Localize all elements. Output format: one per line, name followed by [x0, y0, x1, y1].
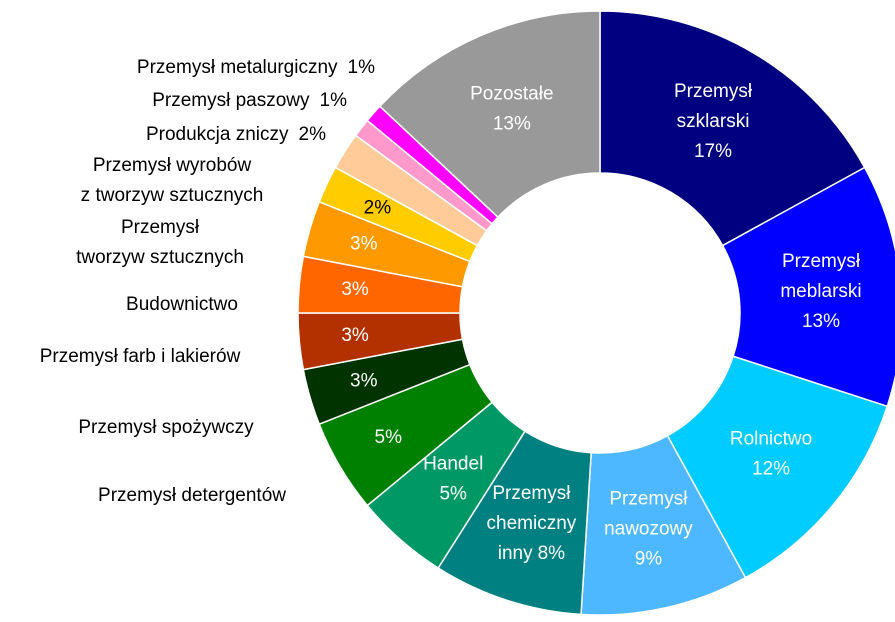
slice-label: szklarski — [677, 111, 750, 132]
label-text: Produkcja zniczy — [146, 124, 289, 145]
slice — [721, 166, 895, 408]
value-label: 5% — [375, 427, 403, 448]
slice — [378, 10, 601, 219]
slice-label: z tworzyw sztucznych — [81, 185, 264, 206]
slice-label: Przemysł metalurgiczny 1% — [137, 57, 375, 78]
value-label: 13% — [802, 311, 840, 332]
slice-label: Przemysł — [492, 483, 571, 504]
slice-label: Przemysł — [674, 81, 753, 102]
value-label: 12% — [752, 459, 790, 480]
value-label: 8% — [538, 543, 566, 564]
label-text: Przemysł spożywczy — [78, 417, 254, 438]
label-text: meblarski — [780, 281, 861, 302]
label-text: Przemysł farb i lakierów — [40, 346, 241, 367]
value-label: 17% — [694, 141, 732, 162]
value-label: 9% — [635, 549, 663, 570]
label-text: Przemysł — [674, 81, 753, 102]
slice-label: Budownictwo — [126, 294, 238, 315]
label-text: Przemysł — [492, 483, 571, 504]
label-text: Budownictwo — [126, 294, 238, 315]
slice-label: Handel — [423, 454, 483, 475]
slice-label: tworzyw sztucznych — [76, 247, 244, 268]
value-label: 3% — [341, 279, 369, 300]
label-text: Przemysł metalurgiczny — [137, 57, 338, 78]
label-text: Pozostałe — [470, 83, 553, 104]
slice-label: Pozostałe — [470, 83, 553, 104]
label-text: Przemysł paszowy — [152, 90, 310, 111]
label-text: Przemysł wyrobów — [93, 155, 252, 176]
slice-label: Rolnictwo — [730, 429, 812, 450]
slice-label: Przemysł farb i lakierów — [40, 346, 241, 367]
slice-label: Przemysł spożywczy — [78, 417, 254, 438]
slice-label: Przemysł wyrobów — [93, 155, 252, 176]
slice — [666, 355, 889, 579]
label-text: Handel — [423, 454, 483, 475]
label-text: chemiczny — [487, 513, 577, 534]
value-label: 1% — [320, 90, 348, 111]
slice-label: nawozowy — [604, 519, 693, 540]
label-text: Rolnictwo — [730, 429, 812, 450]
label-text: Przemysł — [782, 251, 861, 272]
slice-label: Przemysł — [609, 489, 688, 510]
slice-label: Produkcja zniczy 2% — [146, 124, 326, 145]
slice-label: meblarski — [780, 281, 861, 302]
value-label: 5% — [439, 484, 467, 505]
slice-label: Przemysł — [121, 217, 200, 238]
value-label: 1% — [348, 57, 376, 78]
label-text: szklarski — [677, 111, 750, 132]
slice-label: Przemysł — [782, 251, 861, 272]
slice-label: chemiczny — [487, 513, 577, 534]
value-label: 3% — [350, 233, 378, 254]
slice-label: Przemysł paszowy 1% — [152, 90, 347, 111]
slice — [599, 10, 866, 247]
label-text: nawozowy — [604, 519, 693, 540]
label-text: inny — [498, 543, 533, 564]
label-text: tworzyw sztucznych — [76, 247, 244, 268]
value-label: 13% — [493, 113, 531, 134]
label-text: z tworzyw sztucznych — [81, 185, 264, 206]
value-label: 3% — [341, 325, 369, 346]
value-label: 2% — [364, 197, 392, 218]
label-text: Przemysł detergentów — [98, 485, 286, 506]
value-label: 2% — [299, 124, 327, 145]
label-text: Przemysł — [609, 489, 688, 510]
label-text: Przemysł — [121, 217, 200, 238]
slice-label: inny 8% — [498, 543, 565, 564]
value-label: 3% — [350, 371, 378, 392]
slice-label: Przemysł detergentów — [98, 485, 286, 506]
